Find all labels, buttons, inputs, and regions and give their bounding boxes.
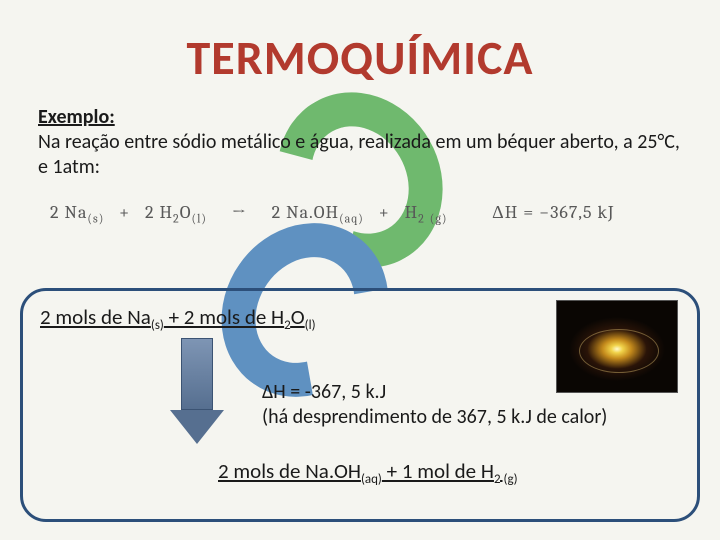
eq-arrow: → <box>232 202 247 223</box>
example-text: Na reação entre sódio metálico e água, r… <box>38 130 680 179</box>
down-arrow-icon <box>170 338 224 444</box>
eq-phase-4: (g) <box>430 212 448 226</box>
eq-species-1: Na <box>64 202 87 223</box>
products-line: 2 mols de Na.OH(aq) + 1 mol de H2 (g) <box>218 458 518 487</box>
reactants-text-b: O <box>291 304 305 330</box>
eq-species-4: H <box>405 202 419 223</box>
eq-coef-2: 2 <box>145 202 155 223</box>
eq-species-2b: O <box>180 202 192 223</box>
reactants-line: 2 mols de Na(s) + 2 mols de H2O(l) <box>40 304 316 333</box>
enthalpy-value: ΔH = -367, 5 k.J <box>262 380 607 405</box>
reactants-phase-a: (s) <box>151 318 164 333</box>
eq-coef-1: 2 <box>50 202 60 223</box>
reactants-sub: 2 <box>284 318 291 333</box>
eq-enthalpy: ΔH = −367,5 kJ <box>492 202 614 223</box>
example-label: Exemplo: <box>38 105 115 129</box>
eq-sub-4: 2 <box>418 212 425 226</box>
eq-species-2a: H <box>159 202 173 223</box>
eq-phase-2: (l) <box>191 212 206 226</box>
eq-phase-3: (aq) <box>339 212 364 226</box>
eq-phase-1: (s) <box>87 212 104 226</box>
chemical-equation: 2 Na(s) + 2 H2O(l) → 2 Na.OH(aq) + H2 (g… <box>0 180 720 226</box>
enthalpy-block: ΔH = -367, 5 k.J (há desprendimento de 3… <box>262 380 607 430</box>
eq-species-3: Na.OH <box>286 202 339 223</box>
page-title: TERMOQUÍMICA <box>0 0 720 87</box>
reactants-phase-b: (l) <box>305 318 316 333</box>
products-phase-b: (g) <box>501 472 518 487</box>
enthalpy-note: (há desprendimento de 367, 5 k.J de calo… <box>262 405 607 430</box>
reactants-text-a: 2 mols de Na <box>40 304 151 330</box>
eq-sub-2: 2 <box>173 212 180 226</box>
products-text-a: 2 mols de Na.OH <box>218 458 361 484</box>
example-block: Exemplo: Na reação entre sódio metálico … <box>0 87 720 180</box>
reactants-plus: + 2 mols de H <box>164 304 284 330</box>
products-phase-a: (aq) <box>361 472 382 487</box>
products-sub: 2 <box>494 472 501 487</box>
products-plus: + 1 mol de H <box>382 458 494 484</box>
eq-coef-3: 2 <box>272 202 282 223</box>
